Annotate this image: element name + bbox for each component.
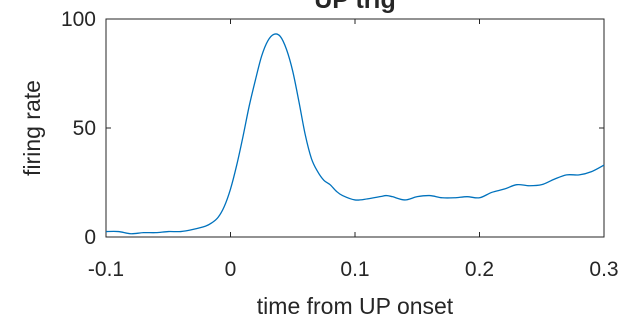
plot-area-box — [105, 18, 605, 238]
chart-title: UP trig — [314, 0, 396, 14]
series-line — [105, 33, 605, 235]
y-tick-label: 100 — [61, 8, 96, 31]
y-axis: 0 50 100 — [61, 8, 604, 249]
y-axis-label: firing rate — [19, 80, 45, 176]
y-tick-label: 0 — [84, 226, 96, 249]
x-axis-label: time from UP onset — [257, 293, 454, 319]
x-tick-label: 0 — [225, 258, 237, 281]
x-tick-label: 0.1 — [340, 258, 369, 281]
x-tick-label: 0.3 — [589, 258, 618, 281]
y-tick-label: 50 — [73, 117, 96, 140]
x-tick-label: -0.1 — [88, 258, 124, 281]
x-axis: -0.1 0 0.1 0.2 0.3 — [88, 19, 619, 281]
x-tick-label: 0.2 — [465, 258, 494, 281]
